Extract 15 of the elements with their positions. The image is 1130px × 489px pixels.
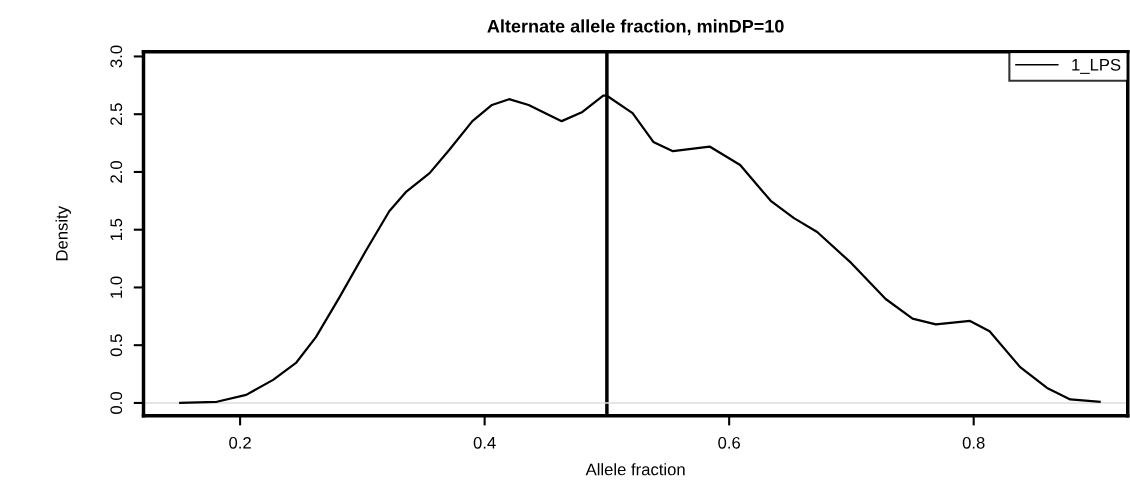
x-tick-label: 0.4 xyxy=(473,436,496,449)
y-tick-label: 3.0 xyxy=(110,45,123,68)
x-tick-label: 0.6 xyxy=(718,436,741,449)
x-axis-title: Allele fraction xyxy=(585,463,685,476)
y-tick-label: 2.5 xyxy=(110,103,123,125)
y-axis-title: Density xyxy=(55,205,72,261)
y-tick-label: 1.5 xyxy=(110,218,123,241)
y-tick-label: 1.0 xyxy=(110,276,123,298)
y-tick-label: 0.0 xyxy=(110,392,123,414)
y-tick-label: 0.5 xyxy=(110,334,123,357)
legend-label: 1_LPS xyxy=(1072,58,1121,74)
x-tick-label: 0.8 xyxy=(962,436,985,449)
y-tick-label: 2.0 xyxy=(110,161,123,183)
x-tick-label: 0.2 xyxy=(229,436,251,449)
chart-title: Alternate allele fraction, minDP=10 xyxy=(487,19,784,36)
